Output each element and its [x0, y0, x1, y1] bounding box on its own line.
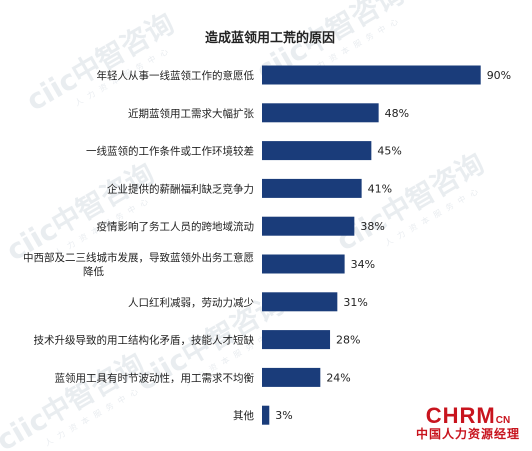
- category-label: 一线蓝领的工作条件或工作环境较差: [86, 145, 254, 158]
- category-label: 人口红利减弱，劳动力减少: [128, 296, 254, 309]
- bar: [262, 65, 481, 85]
- bar: [262, 103, 379, 123]
- bar-value-label: 90%: [487, 69, 511, 82]
- bar: [262, 405, 270, 425]
- category-label: 年轻人从事一线蓝领工作的意愿低: [97, 69, 255, 82]
- bar-value-label: 28%: [336, 334, 360, 347]
- category-label: 疫情影响了务工人员的跨地域流动: [97, 220, 255, 233]
- category-label: 降低: [83, 265, 104, 278]
- category-label: 近期蓝领用工需求大幅扩张: [128, 107, 254, 120]
- chrm-logo: CHRMCN 中国人力资源经理: [415, 403, 520, 442]
- logo-brand: CHRM: [425, 403, 496, 428]
- bars-group: 90% 年轻人从事一线蓝领工作的意愿低 48% 近期蓝领用工需求大幅扩张 45% 一线蓝领…: [23, 65, 511, 425]
- bar: [262, 216, 355, 236]
- bar-value-label: 45%: [377, 145, 401, 158]
- category-label: 其他: [233, 409, 254, 422]
- chart-title: 造成蓝领用工荒的原因: [205, 30, 335, 46]
- bar: [262, 254, 345, 274]
- logo-org: 中国人力资源经理: [415, 427, 520, 441]
- bar-value-label: 41%: [368, 182, 392, 195]
- bar-value-label: 48%: [385, 107, 409, 120]
- bar-value-label: 38%: [360, 220, 384, 233]
- bar: [262, 330, 331, 350]
- bar: [262, 141, 372, 161]
- bar-value-label: 3%: [275, 409, 292, 422]
- bar: [262, 292, 338, 312]
- bar: [262, 367, 321, 387]
- bar-value-label: 24%: [326, 371, 350, 384]
- bar-value-label: 34%: [351, 258, 375, 271]
- logo-suffix: CN: [495, 415, 511, 426]
- category-label: 蓝领用工具有时节波动性，用工需求不均衡: [55, 371, 255, 384]
- category-label: 技术升级导致的用工结构化矛盾，技能人才短缺: [34, 334, 255, 347]
- bar: [262, 178, 362, 198]
- category-label: 企业提供的薪酬福利缺乏竞争力: [107, 182, 254, 195]
- category-label: 中西部及二三线城市发展，导致蓝领外出务工意愿: [23, 251, 254, 264]
- bar-value-label: 31%: [343, 296, 367, 309]
